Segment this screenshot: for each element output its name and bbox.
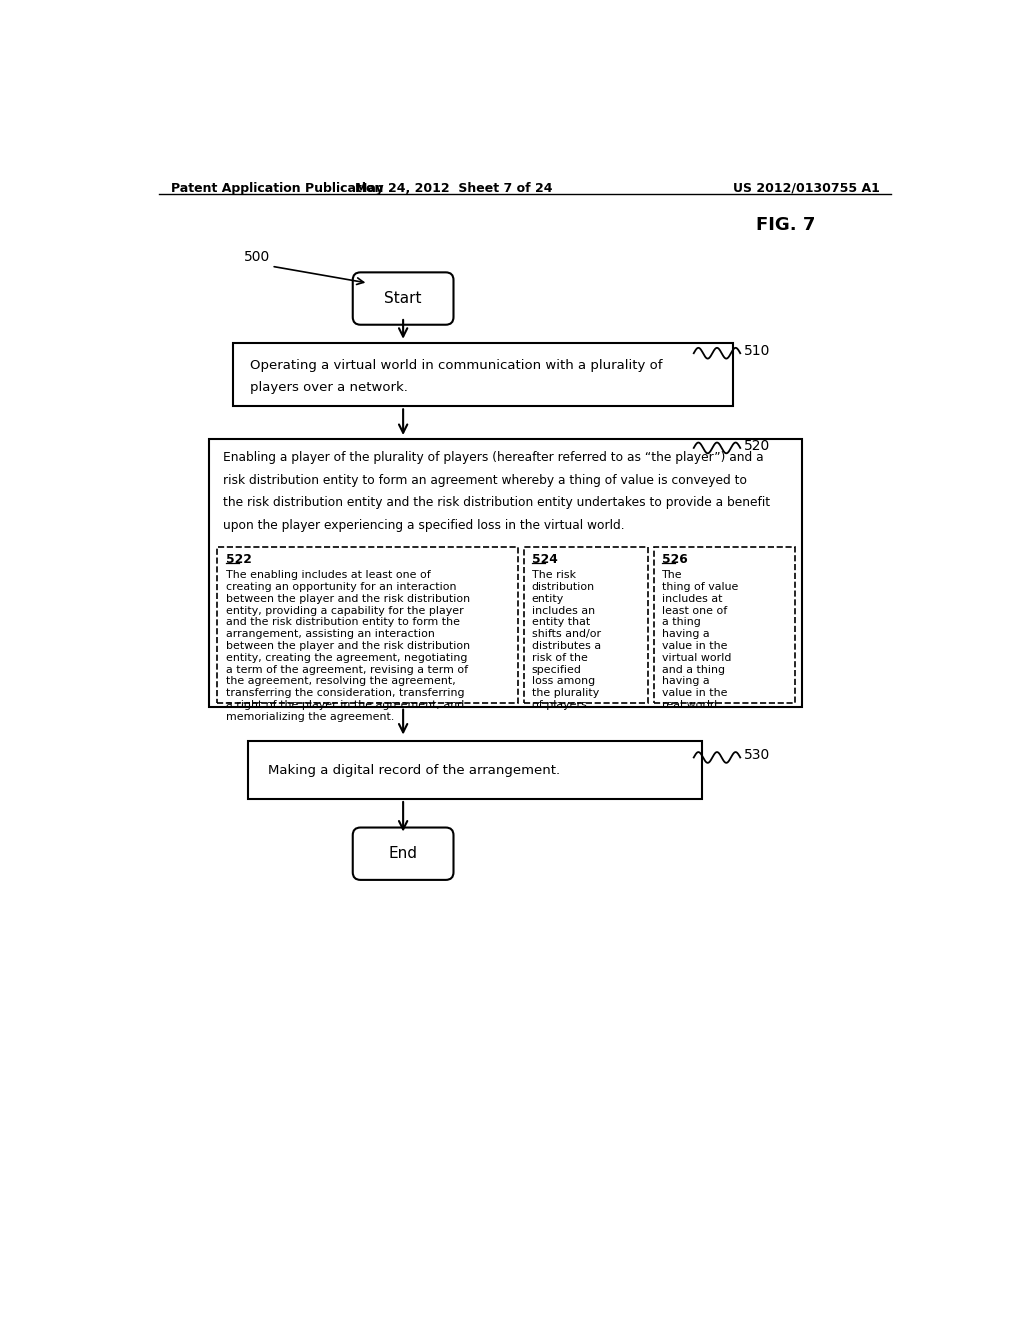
Text: a thing: a thing	[662, 618, 700, 627]
Text: entity that: entity that	[531, 618, 590, 627]
Text: Operating a virtual world in communication with a plurality of: Operating a virtual world in communicati…	[250, 359, 663, 372]
Text: End: End	[389, 846, 418, 861]
Text: the risk distribution entity and the risk distribution entity undertakes to prov: the risk distribution entity and the ris…	[223, 496, 770, 510]
Text: between the player and the risk distribution: between the player and the risk distribu…	[226, 642, 471, 651]
Text: least one of: least one of	[662, 606, 727, 615]
Text: memorializing the agreement.: memorializing the agreement.	[226, 711, 394, 722]
Text: The risk: The risk	[531, 570, 575, 581]
Text: players over a network.: players over a network.	[250, 380, 408, 393]
Text: risk distribution entity to form an agreement whereby a thing of value is convey: risk distribution entity to form an agre…	[223, 474, 748, 487]
Text: includes at: includes at	[662, 594, 723, 605]
Text: arrangement, assisting an interaction: arrangement, assisting an interaction	[226, 630, 435, 639]
Text: real world.: real world.	[662, 700, 721, 710]
Text: entity, creating the agreement, negotiating: entity, creating the agreement, negotiat…	[226, 653, 468, 663]
Text: The enabling includes at least one of: The enabling includes at least one of	[226, 570, 431, 581]
Text: specified: specified	[531, 664, 582, 675]
Text: The: The	[662, 570, 683, 581]
Bar	[232, 343, 732, 407]
Text: value in the: value in the	[662, 688, 727, 698]
Text: May 24, 2012  Sheet 7 of 24: May 24, 2012 Sheet 7 of 24	[354, 182, 552, 194]
Text: Enabling a player of the plurality of players (hereafter referred to as “the pla: Enabling a player of the plurality of pl…	[223, 451, 764, 465]
Text: virtual world: virtual world	[662, 653, 731, 663]
Text: distribution: distribution	[531, 582, 595, 593]
Text: of players.: of players.	[531, 700, 590, 710]
Text: thing of value: thing of value	[662, 582, 738, 593]
Text: 526: 526	[662, 553, 688, 566]
Text: Making a digital record of the arrangement.: Making a digital record of the arrangeme…	[267, 764, 560, 776]
Bar	[524, 548, 648, 702]
FancyBboxPatch shape	[352, 272, 454, 325]
Text: Start: Start	[384, 290, 422, 306]
Text: the plurality: the plurality	[531, 688, 599, 698]
Text: includes an: includes an	[531, 606, 595, 615]
Bar	[654, 548, 795, 702]
Text: 524: 524	[531, 553, 557, 566]
Text: having a: having a	[662, 630, 710, 639]
Text: transferring the consideration, transferring: transferring the consideration, transfer…	[226, 688, 465, 698]
Text: and the risk distribution entity to form the: and the risk distribution entity to form…	[226, 618, 461, 627]
Text: distributes a: distributes a	[531, 642, 601, 651]
Text: 522: 522	[226, 553, 252, 566]
Text: the agreement, resolving the agreement,: the agreement, resolving the agreement,	[226, 676, 456, 686]
Text: entity, providing a capability for the player: entity, providing a capability for the p…	[226, 606, 464, 615]
Text: between the player and the risk distribution: between the player and the risk distribu…	[226, 594, 471, 605]
Text: US 2012/0130755 A1: US 2012/0130755 A1	[733, 182, 880, 194]
Text: entity: entity	[531, 594, 564, 605]
Text: 520: 520	[744, 438, 770, 453]
Text: 500: 500	[245, 249, 270, 264]
Text: Patent Application Publication: Patent Application Publication	[171, 182, 383, 194]
Text: value in the: value in the	[662, 642, 727, 651]
Bar	[248, 742, 701, 799]
Text: and a thing: and a thing	[662, 664, 725, 675]
Text: loss among: loss among	[531, 676, 595, 686]
Text: FIG. 7: FIG. 7	[756, 216, 815, 234]
FancyBboxPatch shape	[352, 828, 454, 880]
Text: creating an opportunity for an interaction: creating an opportunity for an interacti…	[226, 582, 457, 593]
Bar	[217, 548, 518, 702]
Text: shifts and/or: shifts and/or	[531, 630, 601, 639]
Bar	[209, 440, 802, 706]
Text: 530: 530	[744, 748, 770, 762]
Text: upon the player experiencing a specified loss in the virtual world.: upon the player experiencing a specified…	[223, 519, 625, 532]
Text: 510: 510	[744, 345, 770, 358]
Text: having a: having a	[662, 676, 710, 686]
Text: a right of the player in the agreement, and: a right of the player in the agreement, …	[226, 700, 465, 710]
Text: a term of the agreement, revising a term of: a term of the agreement, revising a term…	[226, 664, 469, 675]
Text: risk of the: risk of the	[531, 653, 588, 663]
